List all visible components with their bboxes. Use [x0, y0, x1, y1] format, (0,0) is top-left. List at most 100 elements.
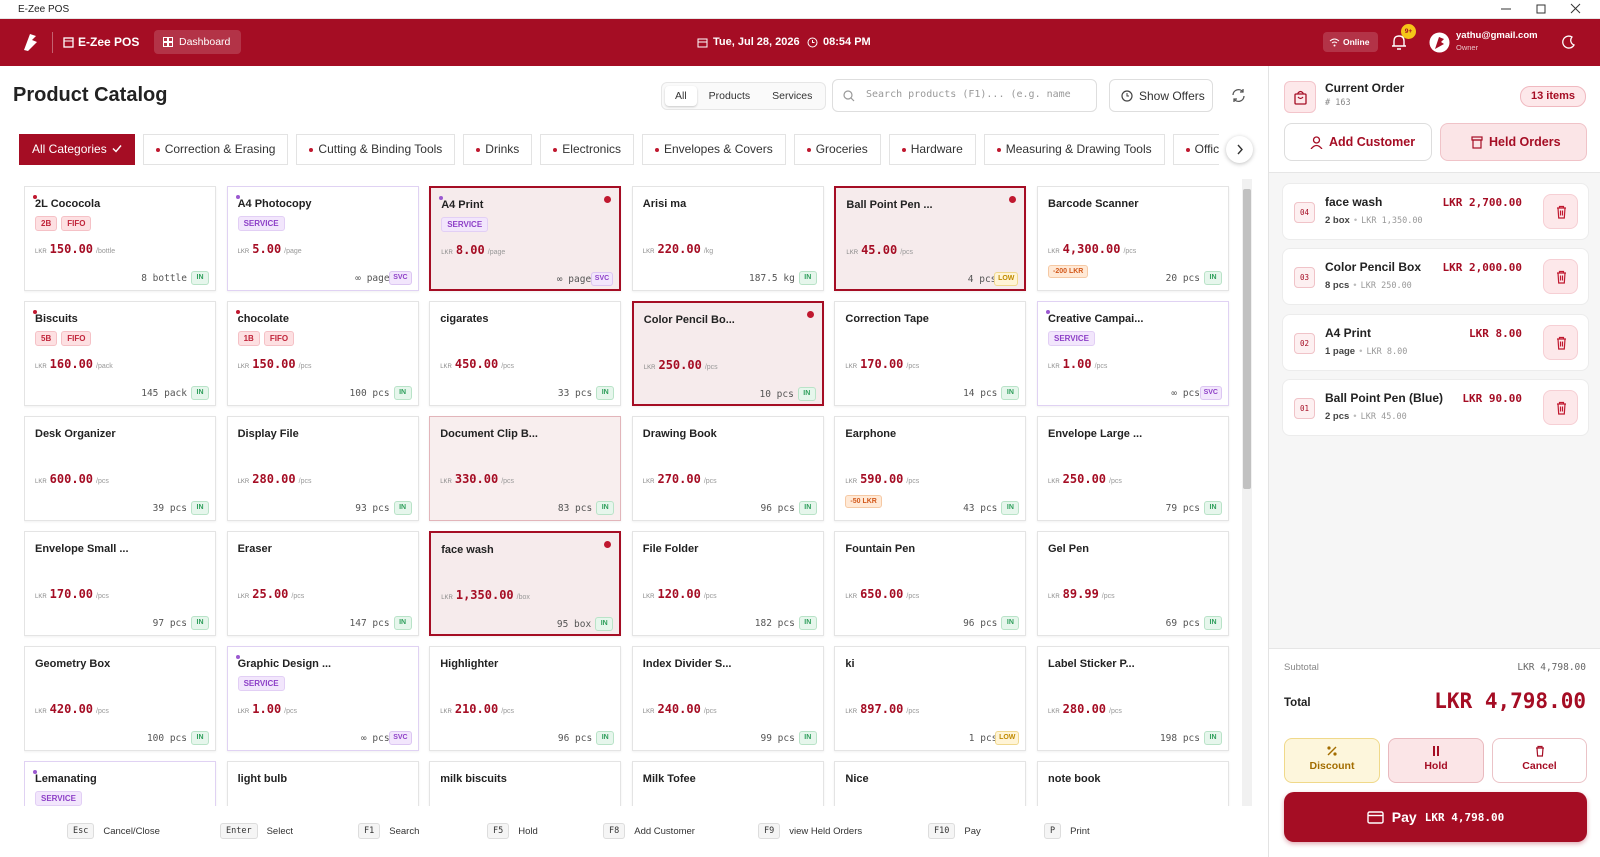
product-card[interactable]: cigarates LKR 450.00/pcs 33 pcs IN: [429, 301, 622, 406]
shortcut-label: Search: [389, 825, 420, 837]
catalog-panel: Product Catalog All Products Services Sear…: [0, 66, 1268, 857]
product-card[interactable]: milk biscuits: [429, 761, 622, 806]
product-card[interactable]: Fountain Pen LKR 650.00/pcs 96 pcs IN: [834, 531, 1027, 636]
dashboard-button[interactable]: Dashboard: [154, 30, 241, 54]
product-card[interactable]: Color Pencil Bo... LKR 250.00/pcs 10 pcs IN: [631, 301, 824, 406]
currency: LKR: [35, 249, 47, 255]
item-amount: LKR 2,700.00: [1442, 196, 1522, 209]
scrollbar[interactable]: [1242, 179, 1252, 806]
stock-status: IN: [1001, 501, 1020, 515]
category-scroll-button[interactable]: [1226, 136, 1253, 163]
product-card[interactable]: Barcode Scanner LKR 4,300.00/pcs -200 LKR 20…: [1037, 186, 1229, 291]
scrollbar-thumb[interactable]: [1243, 189, 1251, 489]
product-card[interactable]: ki LKR 897.00/pcs 1 pcs LOW: [834, 646, 1027, 751]
product-card[interactable]: Envelope Small ... LKR 170.00/pcs 97 pcs IN: [24, 531, 216, 636]
product-card[interactable]: Document Clip B... LKR 330.00/pcs 83 pcs IN: [429, 416, 622, 521]
currency: LKR: [1048, 364, 1060, 370]
discount-button[interactable]: Discount: [1284, 738, 1380, 783]
category-chip[interactable]: Cutting & Binding Tools: [296, 134, 456, 165]
product-name: milk biscuits: [440, 773, 507, 785]
product-card[interactable]: Earphone LKR 590.00/pcs -50 LKR 43 pcs IN: [834, 416, 1027, 521]
filter-tab[interactable]: Services: [772, 90, 813, 102]
theme-toggle[interactable]: [1562, 35, 1576, 49]
delete-button[interactable]: [1543, 389, 1578, 425]
product-card[interactable]: Creative Campai... SERVICE LKR 1.00/pcs ∞ pc…: [1037, 301, 1229, 406]
product-card[interactable]: chocolate 1B FIFO LKR 150.00/pcs 100 pcs IN: [226, 301, 419, 406]
stock: ∞ page: [556, 274, 592, 285]
product-card[interactable]: Gel Pen LKR 89.99/pcs 69 pcs IN: [1037, 531, 1229, 636]
category-chip[interactable]: Groceries: [793, 134, 881, 165]
category-chip[interactable]: Hardware: [888, 134, 976, 165]
product-card[interactable]: Drawing Book LKR 270.00/pcs 96 pcs IN: [631, 416, 824, 521]
unit: /pcs: [1109, 478, 1122, 485]
category-chip[interactable]: Envelopes & Covers: [641, 134, 786, 165]
delete-button[interactable]: [1543, 324, 1578, 360]
bell-icon[interactable]: [1391, 33, 1407, 51]
product-card[interactable]: Nice: [834, 761, 1027, 806]
product-card[interactable]: Milk Tofee: [631, 761, 824, 806]
product-card[interactable]: Ball Point Pen ... LKR 45.00/pcs 4 pcs LOW: [834, 186, 1027, 291]
category-chip[interactable]: Office: [1172, 134, 1219, 165]
product-tag: SERVICE: [441, 217, 489, 232]
avatar[interactable]: [1429, 32, 1450, 53]
product-card[interactable]: light bulb: [226, 761, 419, 806]
category-chip[interactable]: Measuring & Drawing Tools: [983, 134, 1165, 165]
product-name: Correction Tape: [845, 313, 929, 325]
product-name: Lemanating: [35, 773, 97, 785]
delete-button[interactable]: [1543, 194, 1578, 229]
product-card[interactable]: Eraser LKR 25.00/pcs 147 pcs IN: [226, 531, 419, 636]
price-row: LKR 420.00/pcs: [35, 702, 109, 716]
stock: 39 pcs: [152, 503, 187, 514]
refresh-button[interactable]: [1231, 88, 1246, 103]
currency: LKR: [845, 709, 858, 715]
product-card[interactable]: Envelope Large ... LKR 250.00/pcs 79 pcs IN: [1037, 416, 1229, 521]
category-chip[interactable]: Electronics: [540, 134, 634, 165]
app-icon: [63, 37, 74, 48]
price-row: LKR 1,350.00/box: [441, 588, 530, 602]
held-orders-button[interactable]: Held Orders: [1440, 123, 1587, 161]
category-chip[interactable]: Drinks: [463, 134, 533, 165]
product-dot: [235, 310, 240, 314]
product-card[interactable]: A4 Print SERVICE LKR 8.00/page ∞ page SVC: [429, 186, 622, 291]
stock: 83 pcs: [557, 503, 593, 514]
product-card[interactable]: Biscuits 5B FIFO LKR 160.00/pack 145 pack IN: [24, 301, 216, 406]
product-card[interactable]: Highlighter LKR 210.00/pcs 96 pcs IN: [429, 646, 622, 751]
add-customer-button[interactable]: Add Customer: [1284, 123, 1432, 161]
currency: LKR: [35, 594, 47, 600]
selected-dot: [806, 311, 814, 318]
price-row: LKR 4,300.00/pcs: [1048, 242, 1136, 256]
hold-button[interactable]: Hold: [1388, 738, 1484, 783]
show-offers-button[interactable]: Show Offers: [1109, 79, 1213, 112]
product-card[interactable]: A4 Photocopy SERVICE LKR 5.00/page ∞ page SVC: [226, 186, 419, 291]
product-card[interactable]: Label Sticker P... LKR 280.00/pcs 198 pcs IN: [1037, 646, 1229, 751]
product-card[interactable]: Correction Tape LKR 170.00/pcs 14 pcs IN: [834, 301, 1027, 406]
filter-tab[interactable]: All: [665, 86, 697, 106]
unit: /pcs: [291, 593, 305, 600]
delete-button[interactable]: [1543, 259, 1578, 295]
window-controls[interactable]: [1496, 0, 1596, 19]
product-card[interactable]: Lemanating SERVICE: [24, 761, 216, 806]
search-box[interactable]: Search products (F1)... (e.g. name: [832, 79, 1097, 112]
product-card[interactable]: 2L Cococola 2B FIFO LKR 150.00/bottle 8 bottl…: [24, 186, 216, 291]
product-card[interactable]: Display File LKR 280.00/pcs 93 pcs IN: [226, 416, 419, 521]
product-tag: FIFO: [263, 331, 295, 346]
stock-status: LOW: [994, 272, 1019, 286]
category-chip[interactable]: All Categories: [19, 134, 135, 165]
product-card[interactable]: File Folder LKR 120.00/pcs 182 pcs IN: [631, 531, 824, 636]
product-card[interactable]: Index Divider S... LKR 240.00/pcs 99 pcs IN: [631, 646, 824, 751]
selected-dot: [1009, 196, 1017, 203]
category-chip[interactable]: Correction & Erasing: [142, 134, 289, 165]
cancel-button[interactable]: Cancel: [1492, 738, 1587, 783]
product-card[interactable]: note book: [1037, 761, 1229, 806]
product-card[interactable]: Arisi ma LKR 220.00/kg 187.5 kg IN: [631, 186, 824, 291]
category-dot: [553, 147, 558, 152]
pay-button[interactable]: Pay LKR 4,798.00: [1284, 792, 1587, 842]
currency: LKR: [440, 479, 452, 485]
product-card[interactable]: face wash LKR 1,350.00/box 95 box IN: [429, 531, 622, 636]
category-dot: [476, 147, 481, 152]
currency: LKR: [237, 479, 250, 485]
product-card[interactable]: Geometry Box LKR 420.00/pcs 100 pcs IN: [24, 646, 216, 751]
product-card[interactable]: Graphic Design ... SERVICE LKR 1.00/pcs ∞ pc…: [226, 646, 419, 751]
product-card[interactable]: Desk Organizer LKR 600.00/pcs 39 pcs IN: [24, 416, 216, 521]
filter-tab[interactable]: Products: [708, 90, 751, 102]
